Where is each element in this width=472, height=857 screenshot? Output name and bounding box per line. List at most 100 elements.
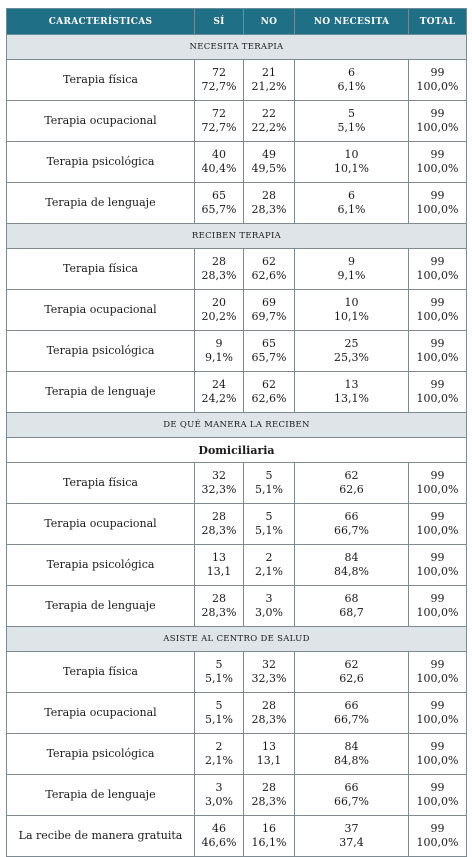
cell-count: 99 (430, 148, 445, 161)
cell-percent: 21,2% (251, 80, 287, 93)
cell-si: 46 46,6% (194, 815, 244, 857)
cell-si: 20 20,2% (194, 289, 244, 331)
cell-no: 22 22,2% (243, 100, 295, 142)
cell-no: 62 62,6% (243, 371, 295, 413)
cell-count: 20 (212, 296, 226, 309)
cell-no: 3 3,0% (243, 585, 295, 627)
header-row: CARACTERÍSTICAS SÍ NO NO NECESITA TOTAL (6, 8, 467, 35)
row-label: Terapia de lenguaje (6, 182, 195, 224)
header-si: SÍ (194, 8, 244, 35)
cell-percent: 100,0% (416, 672, 459, 685)
cell-count: 21 (262, 66, 276, 79)
cell-total: 99 100,0% (408, 248, 467, 290)
subsection-title: Domiciliaria (6, 437, 467, 463)
cell-percent: 13,1% (334, 392, 369, 405)
cell-count: 99 (430, 189, 445, 202)
cell-si: 13 13,1 (194, 544, 244, 586)
cell-total: 99 100,0% (408, 503, 467, 545)
table-row: Terapia ocupacional 5 5,1% 28 28,3% 66 66,7% 99… (6, 692, 467, 734)
cell-count: 99 (430, 592, 445, 605)
table-row: Terapia de lenguaje 3 3,0% 28 28,3% 66 66,7% 99… (6, 774, 467, 816)
cell-nn: 66 66,7% (294, 774, 409, 816)
cell-count: 10 (344, 148, 359, 161)
cell-total: 99 100,0% (408, 59, 467, 101)
cell-percent: 65,7% (251, 351, 287, 364)
table-row: Terapia ocupacional 20 20,2% 69 69,7% 10 10,1%… (6, 289, 467, 331)
cell-count: 32 (262, 658, 276, 671)
cell-count: 32 (212, 469, 226, 482)
table-row: Terapia ocupacional 72 72,7% 22 22,2% 5 5,1% 99… (6, 100, 467, 142)
cell-percent: 2,1% (255, 565, 283, 578)
cell-percent: 62,6 (339, 483, 364, 496)
table-row: Terapia física 28 28,3% 62 62,6% 9 9,1% 99 100,0… (6, 248, 467, 290)
table-row: Terapia física 72 72,7% 21 21,2% 6 6,1% 99 100,0… (6, 59, 467, 101)
cell-percent: 25,3% (334, 351, 369, 364)
cell-nn: 13 13,1% (294, 371, 409, 413)
table-row: Terapia de lenguaje 65 65,7% 28 28,3% 6 6,1% 99… (6, 182, 467, 224)
therapy-table: CARACTERÍSTICAS SÍ NO NO NECESITA TOTAL … (6, 8, 467, 857)
cell-percent: 9,1% (205, 351, 233, 364)
row-label: Terapia ocupacional (6, 100, 195, 142)
cell-percent: 32,3% (201, 483, 237, 496)
cell-percent: 62,6% (251, 392, 287, 405)
cell-nn: 66 66,7% (294, 503, 409, 545)
header-total: TOTAL (408, 8, 467, 35)
cell-count: 28 (212, 255, 226, 268)
table-row: Terapia psicológica 2 2,1% 13 13,1 84 84,8% 99 1… (6, 733, 467, 775)
cell-percent: 5,1% (337, 121, 366, 134)
header-caracteristicas: CARACTERÍSTICAS (6, 8, 195, 35)
cell-percent: 66,7% (334, 795, 369, 808)
cell-percent: 62,6% (251, 269, 287, 282)
cell-count: 3 (215, 781, 223, 794)
cell-count: 28 (262, 699, 276, 712)
cell-percent: 9,1% (337, 269, 366, 282)
cell-nn: 84 84,8% (294, 544, 409, 586)
cell-total: 99 100,0% (408, 651, 467, 693)
cell-count: 28 (262, 189, 276, 202)
section-header-row: NECESITA TERAPIA (6, 34, 467, 60)
cell-count: 99 (430, 510, 445, 523)
row-label: Terapia psicológica (6, 733, 195, 775)
cell-nn: 68 68,7 (294, 585, 409, 627)
cell-count: 68 (344, 592, 359, 605)
cell-percent: 100,0% (416, 310, 459, 323)
cell-count: 99 (430, 781, 445, 794)
table-row: Terapia de lenguaje 24 24,2% 62 62,6% 13 13,1%… (6, 371, 467, 413)
cell-si: 40 40,4% (194, 141, 244, 183)
cell-total: 99 100,0% (408, 733, 467, 775)
header-no-necesita: NO NECESITA (294, 8, 409, 35)
cell-no: 16 16,1% (243, 815, 295, 857)
section-title: RECIBEN TERAPIA (6, 223, 467, 249)
cell-percent: 100,0% (416, 483, 459, 496)
cell-percent: 100,0% (416, 203, 459, 216)
cell-count: 9 (348, 255, 355, 268)
cell-count: 62 (344, 469, 359, 482)
cell-count: 99 (430, 822, 445, 835)
cell-count: 99 (430, 378, 445, 391)
cell-count: 5 (265, 469, 273, 482)
cell-nn: 5 5,1% (294, 100, 409, 142)
cell-percent: 10,1% (334, 310, 369, 323)
cell-si: 5 5,1% (194, 651, 244, 693)
header-no: NO (243, 8, 295, 35)
table-row: La recibe de manera gratuita 46 46,6% 16 16,… (6, 815, 467, 857)
cell-percent: 84,8% (334, 565, 369, 578)
cell-no: 65 65,7% (243, 330, 295, 372)
cell-count: 40 (212, 148, 226, 161)
cell-count: 62 (344, 658, 359, 671)
cell-percent: 100,0% (416, 795, 459, 808)
cell-count: 99 (430, 255, 445, 268)
cell-nn: 25 25,3% (294, 330, 409, 372)
cell-nn: 10 10,1% (294, 141, 409, 183)
row-label: Terapia psicológica (6, 544, 195, 586)
cell-total: 99 100,0% (408, 100, 467, 142)
cell-total: 99 100,0% (408, 371, 467, 413)
cell-percent: 37,4 (339, 836, 364, 849)
cell-si: 72 72,7% (194, 59, 244, 101)
cell-count: 66 (344, 781, 359, 794)
cell-count: 66 (344, 699, 359, 712)
cell-count: 84 (344, 740, 359, 753)
cell-count: 65 (262, 337, 276, 350)
cell-percent: 100,0% (416, 524, 459, 537)
cell-percent: 65,7% (201, 203, 237, 216)
